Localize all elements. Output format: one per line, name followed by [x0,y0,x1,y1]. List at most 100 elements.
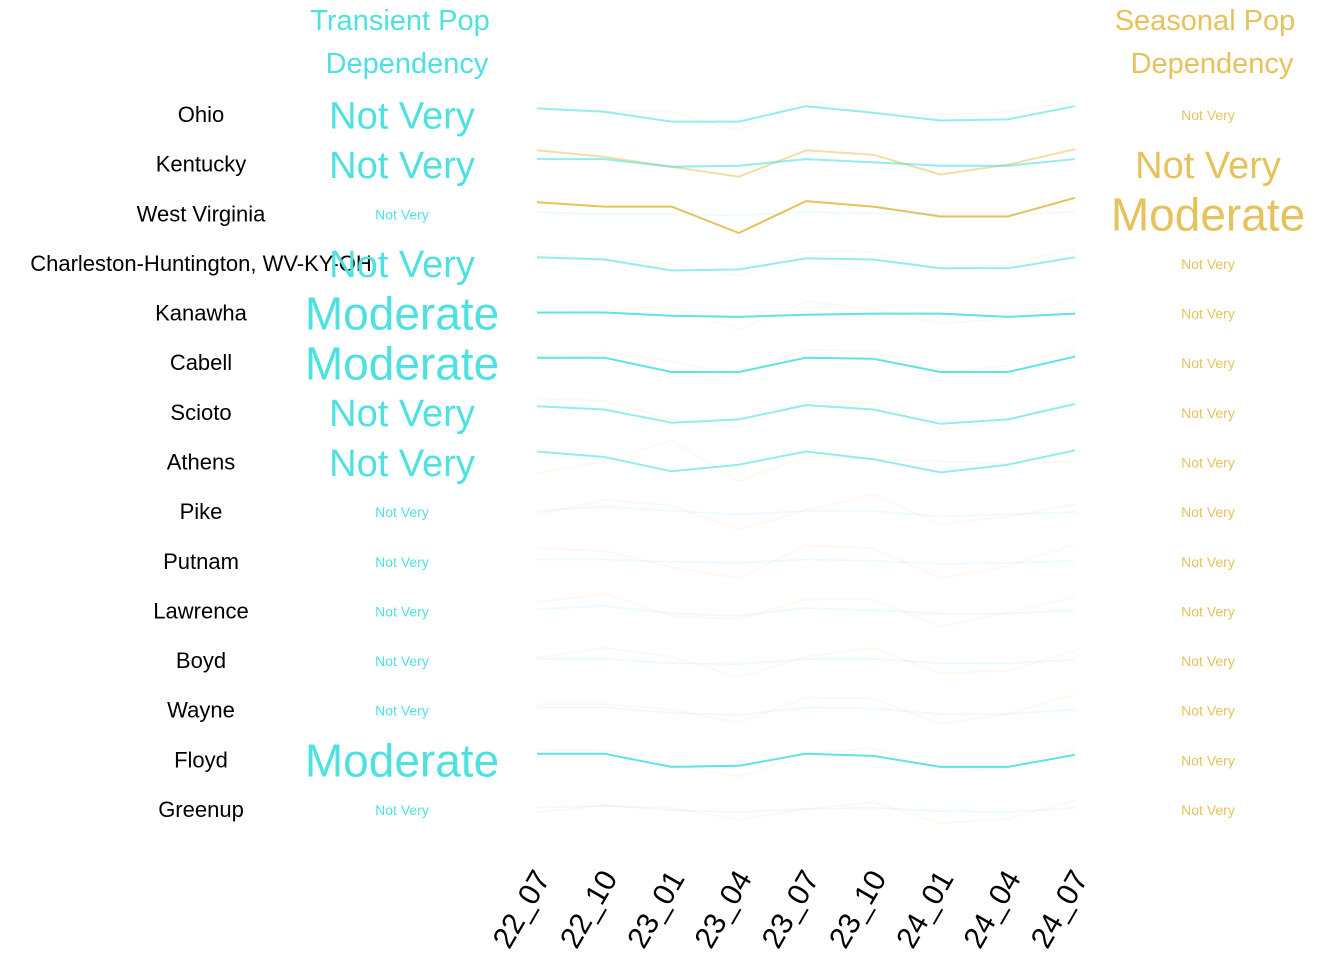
transient-series-line [536,211,1076,217]
region-label: Putnam [163,549,239,574]
x-tick-label: 24_01 [890,865,960,954]
transient-series-line [537,706,1076,716]
seasonal-header-line-2: Dependency [1131,48,1294,80]
region-row: Ohio Not Very Not Very [178,95,1235,137]
transient-header: Transient Pop Dependency [310,5,489,80]
transient-dependency-label: Moderate [305,734,499,786]
transient-series-line [537,158,1076,168]
x-tick-label: 22_07 [487,865,557,954]
seasonal-dependency-label: Not Very [1181,603,1235,619]
region-label: Pike [180,499,223,524]
region-row: Lawrence Not Very Not Very [153,592,1235,628]
seasonal-series-line [536,439,1076,483]
seasonal-series-line [537,693,1076,725]
seasonal-series-line [536,348,1076,377]
transient-series-line [537,311,1076,318]
region-row: Kentucky Not Very Not Very [156,145,1281,187]
transient-dependency-label: Moderate [305,288,499,340]
region-label: Lawrence [153,598,248,623]
transient-dependency-label: Not Very [329,244,475,286]
transient-dependency-label: Not Very [375,554,429,570]
region-label: Kentucky [156,152,247,177]
transient-dependency-label: Not Very [375,653,429,669]
transient-header-line-2: Dependency [326,48,489,80]
region-row: Scioto Not Very Not Very [170,393,1234,435]
seasonal-dependency-label: Not Very [1181,405,1235,421]
region-label: Charleston-Huntington, WV-KY-OH [30,251,372,276]
seasonal-series-line [536,247,1076,277]
region-label: Boyd [176,648,226,673]
region-label: Scioto [170,400,231,425]
region-row: Pike Not Very Not Very [180,493,1235,531]
transient-series-line [537,752,1076,768]
x-tick-label: 23_07 [756,865,826,954]
seasonal-dependency-label: Not Very [1135,145,1281,187]
seasonal-dependency-label: Moderate [1111,188,1305,240]
x-tick-label: 24_07 [1025,865,1095,954]
seasonal-dependency-label: Not Very [1181,256,1235,272]
region-row: Cabell Moderate Not Very [170,337,1235,389]
seasonal-dependency-label: Not Very [1181,802,1235,818]
transient-series-line [536,105,1076,123]
seasonal-series-line [536,148,1076,178]
region-row: Boyd Not Very Not Very [176,646,1235,679]
x-tick-label: 23_01 [621,865,691,954]
region-label: West Virginia [137,201,267,226]
seasonal-dependency-label: Not Very [1181,703,1235,719]
x-tick-label: 24_04 [958,865,1028,954]
transient-header-line-1: Transient Pop [310,5,489,37]
transient-dependency-label: Not Very [375,703,429,719]
transient-dependency-label: Not Very [329,95,475,137]
region-label: Kanawha [155,301,248,326]
seasonal-dependency-label: Not Very [1181,554,1235,570]
seasonal-series-line [536,493,1076,531]
seasonal-dependency-label: Not Very [1181,107,1235,123]
transient-dependency-label: Not Very [329,393,475,435]
seasonal-dependency-label: Not Very [1181,653,1235,669]
region-row: Greenup Not Very Not Very [158,797,1235,825]
seasonal-header-line-1: Seasonal Pop [1115,5,1296,37]
seasonal-series-line [536,196,1076,234]
transient-dependency-label: Not Very [375,504,429,520]
region-row: Kanawha Moderate Not Very [155,288,1235,340]
seasonal-series-line [536,592,1076,628]
seasonal-series-line [536,543,1076,580]
seasonal-dependency-label: Not Very [1181,752,1235,768]
transient-series-line [537,355,1076,373]
region-label: Ohio [178,102,224,127]
seasonal-dependency-label: Not Very [1181,355,1235,371]
seasonal-series-line [536,397,1076,431]
transient-series-line [537,657,1076,666]
seasonal-header: Seasonal Pop Dependency [1115,5,1296,80]
region-row: Wayne Not Very Not Very [167,693,1235,725]
region-label: Wayne [167,698,235,723]
x-tick-label: 22_10 [554,865,624,954]
x-tick-label: 23_10 [823,865,893,954]
seasonal-dependency-label: Not Very [1181,454,1235,470]
transient-series-line [536,505,1076,518]
seasonal-dependency-label: Not Very [1181,306,1235,322]
transient-series-line [536,256,1076,272]
seasonal-series-line [536,297,1076,331]
transient-dependency-label: Not Very [375,206,429,222]
transient-series-line [536,449,1076,474]
transient-series-line [536,804,1076,814]
seasonal-series-line [536,747,1076,778]
seasonal-series-line [536,799,1076,825]
seasonal-series-line [536,99,1076,132]
transient-series-line [536,605,1076,617]
region-label: Cabell [170,350,232,375]
region-row: Floyd Moderate Not Very [174,734,1235,786]
x-axis: 22_0722_1023_0123_0423_0723_1024_0124_04… [487,865,1095,954]
seasonal-series-line [536,646,1076,679]
transient-dependency-label: Moderate [305,337,499,389]
transient-series-line [536,403,1076,425]
x-tick-label: 23_04 [689,865,759,954]
seasonal-dependency-label: Not Very [1181,504,1235,520]
transient-dependency-label: Not Very [375,603,429,619]
transient-dependency-label: Not Very [329,145,475,187]
region-row: Putnam Not Very Not Very [163,543,1235,580]
transient-dependency-label: Not Very [329,443,475,485]
